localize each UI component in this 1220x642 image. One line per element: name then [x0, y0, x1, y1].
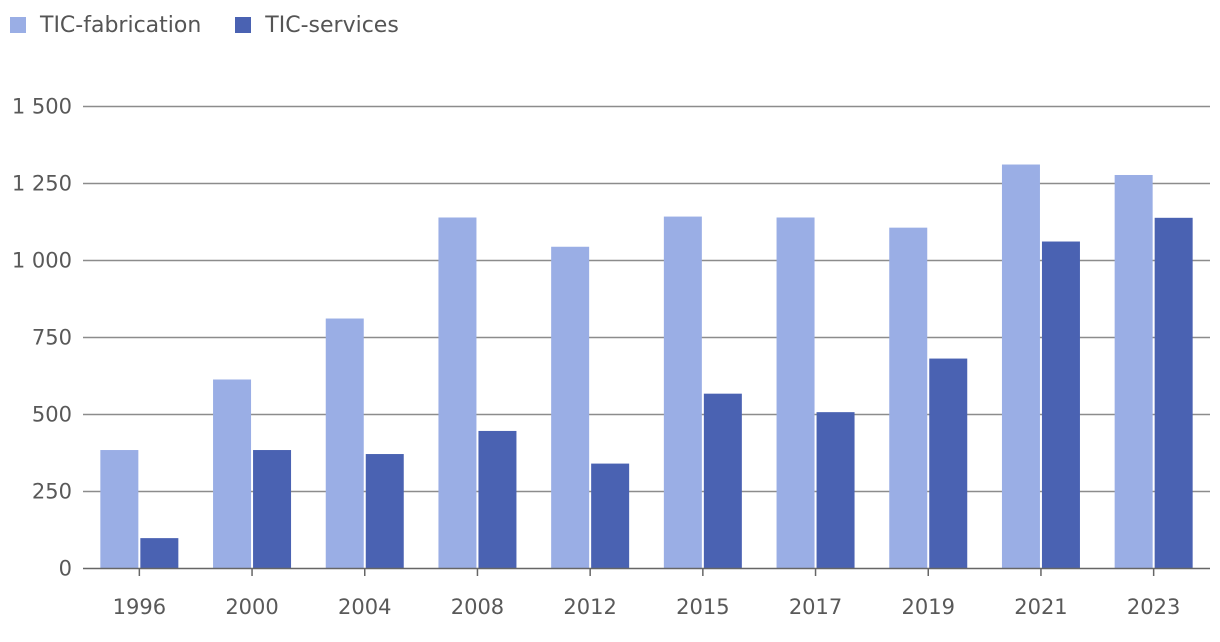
legend: TIC-fabrication TIC-services: [10, 10, 399, 40]
bar-fabrication: [438, 217, 477, 568]
bar-fabrication: [1114, 174, 1153, 568]
bar-services: [1154, 217, 1193, 568]
y-tick-label: 250: [32, 480, 72, 504]
bar-services: [591, 463, 630, 568]
bar-services: [253, 450, 292, 568]
bar-fabrication: [213, 379, 252, 568]
x-tick-label: 2004: [338, 595, 391, 619]
y-tick-label: 1 500: [12, 95, 72, 119]
gridlines: [83, 105, 1210, 493]
y-tick-label: 500: [32, 403, 72, 427]
x-tick-label: 2021: [1014, 595, 1067, 619]
legend-label-services: TIC-services: [265, 12, 399, 38]
x-tick-label: 2017: [789, 595, 842, 619]
x-tick-label: 2012: [563, 595, 616, 619]
x-tick-label: 2019: [902, 595, 955, 619]
legend-swatch-fabrication: [10, 17, 26, 33]
y-tick-label: 1 000: [12, 249, 72, 273]
legend-swatch-services: [235, 17, 252, 33]
bar-services: [140, 538, 179, 568]
legend-item-services: TIC-services: [235, 13, 399, 38]
x-tick-label: 2015: [676, 595, 729, 619]
y-tick-label: 1 250: [12, 172, 72, 196]
bar-fabrication: [663, 216, 702, 568]
x-tick-label: 1996: [113, 595, 166, 619]
x-axis-labels: 1996 2000 2004 2008 2012 2015 2017 2019 2021 2023: [113, 595, 1181, 619]
legend-label-fabrication: TIC-fabrication: [40, 12, 202, 38]
bar-services: [365, 454, 404, 568]
bar-services: [703, 393, 742, 568]
bar-fabrication: [100, 450, 139, 568]
bar-fabrication: [1001, 164, 1040, 568]
x-tick-label: 2008: [451, 595, 504, 619]
bars: [100, 164, 1193, 569]
legend-item-fabrication: TIC-fabrication: [10, 13, 201, 38]
bar-services: [478, 430, 517, 568]
bar-services: [816, 412, 855, 568]
bar-services: [1041, 241, 1080, 568]
bar-fabrication: [889, 227, 928, 568]
y-axis-labels: 0 250 500 750 1 000 1 250 1 500: [12, 95, 72, 581]
y-tick-label: 0: [59, 557, 72, 581]
bar-fabrication: [551, 246, 590, 569]
bar-services: [929, 358, 968, 568]
x-tick-label: 2023: [1127, 595, 1180, 619]
bar-fabrication: [325, 318, 364, 568]
x-axis: [83, 567, 1210, 576]
y-tick-label: 750: [32, 326, 72, 350]
x-tick-label: 2000: [225, 595, 278, 619]
bar-fabrication: [776, 217, 815, 568]
